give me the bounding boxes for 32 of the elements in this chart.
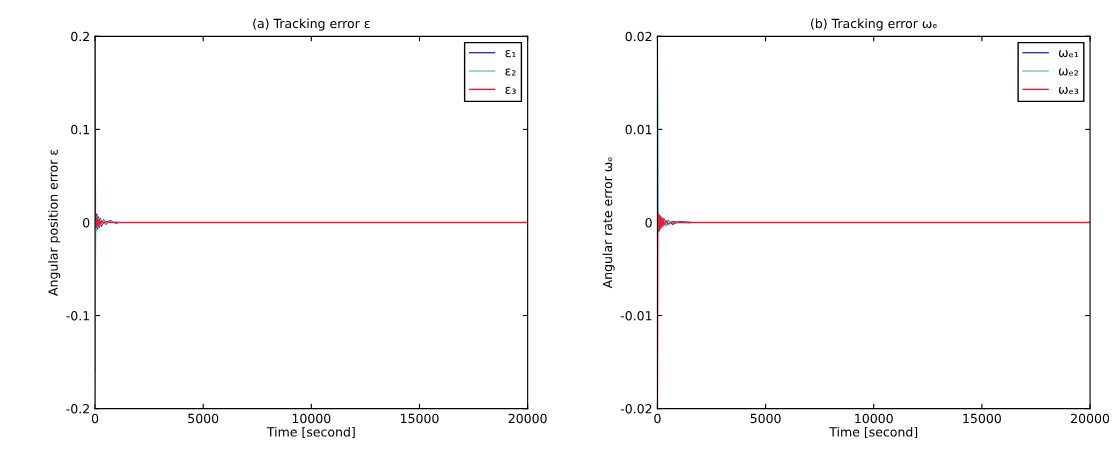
legend-label: ωₑ₃ [1058,86,1079,94]
x-tick-label: 15000 [400,413,439,424]
x-tick-label: 15000 [963,413,1001,424]
x-tick-label: 10000 [292,413,331,424]
y-tick-label: -0.2 [66,404,89,414]
x-axis-title: Time [second] [266,426,355,439]
legend-label: ε₃ [505,86,516,94]
x-tick-label: 5000 [188,413,219,424]
y-tick-label: 0.01 [625,124,652,135]
chart-title: (b) Tracking error ωₑ [811,18,937,31]
y-tick-label: 0 [645,217,652,228]
y-tick-label: 0.1 [71,124,90,135]
y-axis-title: Angular position error ε [48,149,61,296]
y-tick-label: -0.02 [620,404,652,414]
y-tick-label: 0.02 [625,31,652,42]
x-tick-label: 0 [91,413,99,424]
x-tick-label: 20000 [508,413,547,424]
x-tick-label: 5000 [750,413,781,424]
y-tick-label: -0.1 [66,311,90,321]
x-tick-label: 20000 [1071,413,1110,424]
y-tick-label: 0 [83,217,90,228]
chart-title: (a) Tracking error ε [253,18,370,31]
x-tick-label: 0 [654,413,661,424]
x-tick-label: 10000 [855,413,893,424]
legend-label: ωₑ₂ [1058,68,1079,76]
legend-label: ε₂ [505,68,516,76]
y-tick-label: 0.2 [71,31,89,42]
y-tick-label: -0.01 [620,311,652,321]
x-axis-title: Time [second] [829,426,918,439]
legend-label: ε₁ [505,50,516,58]
y-axis-title: Angular rate error ωₑ [602,157,615,289]
legend-label: ωₑ₁ [1058,50,1079,58]
